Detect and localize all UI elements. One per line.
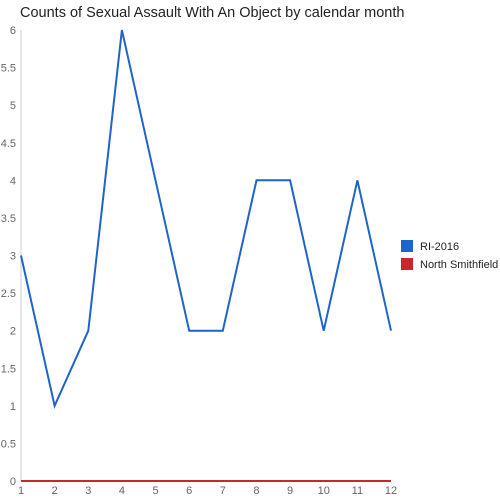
x-tick-label: 6: [186, 485, 192, 497]
x-tick-label: 11: [352, 485, 363, 497]
y-tick-label: 2.5: [1, 288, 16, 300]
y-tick-label: 3.5: [1, 213, 16, 225]
plot-area: [20, 30, 391, 482]
y-tick-label: 1.5: [1, 363, 16, 375]
y-tick-label: 2: [10, 326, 16, 338]
legend-label: RI-2016: [420, 241, 459, 253]
chart-title: Counts of Sexual Assault With An Object …: [20, 5, 404, 21]
x-axis-ticks: 1 2 3 4 5 6 7 8 9 10 11 12: [18, 485, 397, 497]
y-tick-label: 0.5: [1, 438, 16, 450]
y-tick-label: 5.5: [1, 63, 16, 75]
y-axis-ticks: 0 0.5 1 1.5 2 2.5 3 3.5 4 4.5 5 5.5 6: [1, 25, 16, 488]
x-tick-label: 8: [253, 485, 259, 497]
legend-swatch: [401, 258, 413, 270]
legend: RI-2016 North Smithfield: [401, 240, 498, 271]
x-tick-label: 4: [119, 485, 125, 497]
legend-label: North Smithfield: [420, 259, 498, 271]
x-tick-label: 7: [220, 485, 226, 497]
series-lines: [20, 29, 392, 482]
x-tick-label: 3: [85, 485, 91, 497]
y-tick-label: 1: [10, 401, 16, 413]
x-tick-label: 2: [52, 485, 58, 497]
x-tick-label: 5: [152, 485, 158, 497]
y-tick-label: 0: [10, 476, 16, 488]
series-line-ri-2016: [20, 29, 392, 409]
y-tick-label: 5: [10, 100, 16, 112]
x-tick-label: 1: [18, 485, 24, 497]
legend-swatch: [401, 240, 413, 252]
x-tick-label: 10: [318, 485, 330, 497]
y-tick-label: 4.5: [1, 138, 16, 150]
x-tick-label: 12: [385, 485, 397, 497]
y-tick-label: 3: [10, 251, 16, 263]
y-tick-label: 6: [10, 25, 16, 37]
y-tick-label: 4: [10, 175, 16, 187]
x-tick-label: 9: [287, 485, 293, 497]
